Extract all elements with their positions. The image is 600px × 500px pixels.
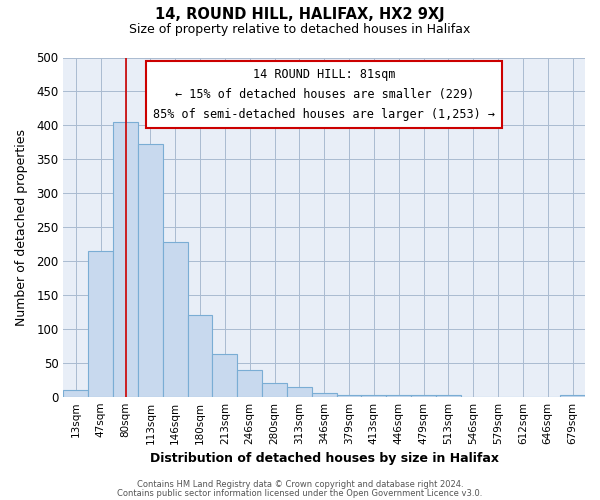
Bar xyxy=(386,394,411,396)
Bar xyxy=(88,251,113,396)
Bar xyxy=(287,387,312,396)
Bar xyxy=(138,144,163,396)
Text: Contains HM Land Registry data © Crown copyright and database right 2024.: Contains HM Land Registry data © Crown c… xyxy=(137,480,463,489)
Text: Size of property relative to detached houses in Halifax: Size of property relative to detached ho… xyxy=(130,22,470,36)
Text: 14, ROUND HILL, HALIFAX, HX2 9XJ: 14, ROUND HILL, HALIFAX, HX2 9XJ xyxy=(155,8,445,22)
Bar xyxy=(188,316,212,396)
Bar xyxy=(337,394,361,396)
Bar xyxy=(163,242,188,396)
Bar xyxy=(312,394,337,396)
Bar xyxy=(436,394,461,396)
Bar xyxy=(361,394,386,396)
Text: 14 ROUND HILL: 81sqm
← 15% of detached houses are smaller (229)
85% of semi-deta: 14 ROUND HILL: 81sqm ← 15% of detached h… xyxy=(153,68,495,120)
Bar xyxy=(237,370,262,396)
Y-axis label: Number of detached properties: Number of detached properties xyxy=(15,128,28,326)
Bar xyxy=(113,122,138,396)
Text: Contains public sector information licensed under the Open Government Licence v3: Contains public sector information licen… xyxy=(118,488,482,498)
Bar xyxy=(411,394,436,396)
X-axis label: Distribution of detached houses by size in Halifax: Distribution of detached houses by size … xyxy=(150,452,499,465)
Bar xyxy=(560,394,585,396)
Bar xyxy=(262,383,287,396)
Bar xyxy=(64,390,88,396)
Bar xyxy=(212,354,237,397)
